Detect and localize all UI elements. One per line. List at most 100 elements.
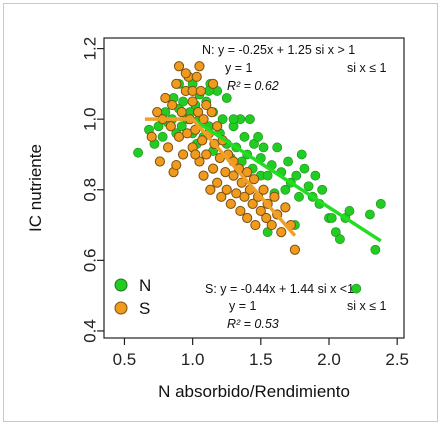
s-data-point [190, 149, 201, 160]
axis-ticks: 0.5 1.0 1.5 2.0 2.5 0.4 0.6 0.8 1.0 1.2 [81, 37, 410, 369]
n-data-point [133, 147, 143, 158]
s-data-point [242, 212, 253, 224]
legend-s-label: S [139, 299, 150, 318]
x-tick-label: 1.0 [181, 350, 205, 369]
s-data-point [192, 107, 204, 118]
annotation-s-r2: R² = 0.53 [227, 317, 279, 331]
s-data-point [206, 107, 217, 118]
s-data-point [152, 107, 163, 118]
s-data-point [160, 92, 171, 104]
s-data-point [242, 167, 253, 178]
n-data-point [253, 131, 263, 142]
n-data-point [228, 114, 239, 125]
legend-n-marker [114, 278, 128, 292]
n-data-point [326, 213, 337, 223]
s-data-point [235, 205, 246, 217]
plot-area [103, 37, 405, 339]
s-data-point [225, 198, 236, 209]
n-data-point [262, 170, 273, 181]
legend-n-label: N [139, 276, 151, 295]
s-data-point [201, 149, 212, 160]
n-data-point [296, 149, 307, 160]
y-axis-label: IC nutriente [26, 144, 45, 232]
s-data-point [228, 170, 239, 181]
s-data-point [176, 107, 187, 118]
chart-frame: 0.5 1.0 1.5 2.0 2.5 0.4 0.6 0.8 1.0 1.2 N absorbi… [3, 3, 438, 422]
s-data-point [205, 184, 216, 195]
annotation-n-equation: N: y = -0.25x + 1.25 si x > 1 [202, 43, 355, 57]
n-data-point [335, 234, 345, 245]
s-data-point [194, 61, 205, 72]
annotation-n-r2: R² = 0.62 [227, 79, 279, 93]
n-data-point [283, 156, 293, 167]
n-data-point [291, 170, 302, 181]
s-data-point [239, 191, 250, 202]
s-data-point [177, 149, 189, 160]
annotation-s-equation: S: y = -0.44x + 1.44 si x <1 [205, 282, 354, 296]
annotation-n-condition: si x ≤ 1 [347, 61, 387, 75]
s-data-point [201, 99, 212, 111]
n-data-point [245, 114, 255, 125]
s-data-point [195, 85, 206, 97]
s-data-point [198, 114, 209, 125]
s-data-point [165, 121, 176, 132]
fit-lines [144, 117, 382, 243]
n-data-point [344, 206, 355, 216]
legend: N S [114, 276, 151, 318]
y-tick-label: 1.0 [81, 107, 100, 131]
s-data-point [276, 227, 287, 238]
n-data-point [303, 181, 314, 192]
n-data-point [365, 209, 375, 220]
y-tick-label: 1.2 [81, 37, 100, 61]
n-data-point [217, 114, 228, 125]
s-data-point [250, 219, 261, 231]
s-data-point [207, 78, 219, 89]
s-data-point [198, 170, 209, 181]
n-data-point [351, 283, 362, 294]
n-data-point [280, 184, 291, 195]
s-fit-line [144, 117, 297, 237]
s-data-point [248, 174, 260, 185]
s-data-point [221, 184, 232, 195]
annotation-n-y1: y = 1 [225, 61, 252, 75]
n-data-point [310, 170, 321, 181]
annotation-s-y1: y = 1 [229, 299, 256, 313]
n-data-point [176, 121, 187, 132]
series-n-points [133, 78, 386, 294]
annotation-s-condition: si x ≤ 1 [347, 299, 387, 313]
n-data-point [221, 93, 232, 103]
s-data-point [255, 205, 266, 217]
s-data-point [289, 244, 301, 255]
s-data-point [280, 202, 291, 213]
y-tick-label: 0.8 [81, 178, 100, 202]
y-tick-label: 0.4 [81, 319, 100, 343]
s-data-point [146, 131, 157, 142]
s-data-point [212, 121, 223, 132]
s-data-point [171, 78, 182, 89]
s-data-point [167, 99, 178, 111]
n-data-point [317, 184, 328, 195]
series-s-points [146, 61, 301, 255]
n-data-point [299, 163, 310, 174]
s-data-point [171, 159, 182, 171]
n-data-point [239, 131, 250, 142]
s-data-point [216, 191, 227, 202]
x-axis-label: N absorbido/Rendimiento [158, 382, 350, 401]
n-data-point [294, 191, 304, 202]
s-data-point [207, 163, 219, 174]
s-data-point [173, 61, 185, 72]
s-data-point [187, 96, 198, 107]
s-data-point [269, 191, 280, 202]
s-data-point [154, 156, 166, 167]
n-data-point [178, 96, 188, 107]
n-data-point [157, 131, 168, 142]
legend-s-marker [114, 301, 128, 315]
y-tick-label: 0.6 [81, 249, 100, 273]
s-data-point [261, 212, 272, 224]
x-tick-label: 2.5 [385, 350, 409, 369]
scatter-chart: 0.5 1.0 1.5 2.0 2.5 0.4 0.6 0.8 1.0 1.2 N absorbi… [26, 37, 410, 401]
x-tick-label: 0.5 [113, 350, 137, 369]
x-tick-label: 2.0 [317, 350, 341, 369]
n-data-point [375, 198, 386, 209]
s-data-point [197, 135, 208, 146]
